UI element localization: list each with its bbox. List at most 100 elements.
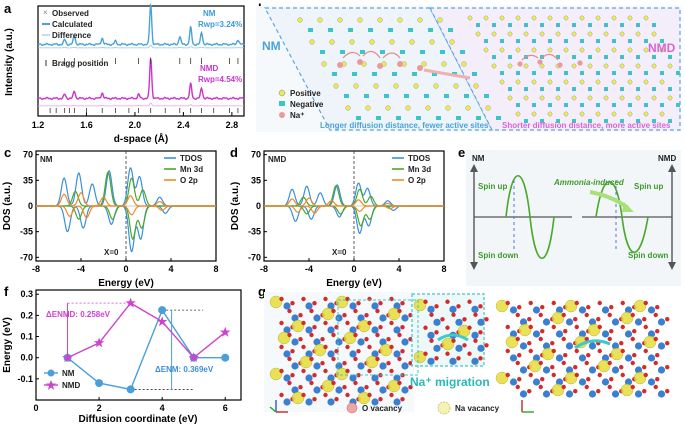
b-negative-site xyxy=(444,94,449,98)
g-mn-atom xyxy=(371,398,379,406)
d-plot-xtick-label: 4 xyxy=(396,264,401,274)
b-positive-site xyxy=(491,63,497,69)
g-mn-atom xyxy=(357,386,365,394)
b-lattice xyxy=(297,15,680,123)
g-o-atom xyxy=(551,324,556,330)
g-na-atom xyxy=(564,299,578,313)
g-mn-atom xyxy=(555,330,564,338)
g-o-atom xyxy=(400,325,405,330)
f-ytick-label: 0.2 xyxy=(20,310,33,320)
e-left-wave xyxy=(505,174,555,260)
a-nmd-rwp: Rwp=4.54% xyxy=(198,75,242,84)
b-negative-site xyxy=(412,72,417,76)
a-xlabel: d-space (Å) xyxy=(114,132,168,145)
b-positive-site xyxy=(595,79,601,85)
d-plot-ytick-label: 35 xyxy=(251,175,261,185)
b-negative-site xyxy=(436,116,441,120)
b-negative-site xyxy=(540,23,544,27)
g-o-atom xyxy=(375,356,380,362)
b-positive-site xyxy=(539,31,545,37)
f-series-nmd xyxy=(67,302,226,359)
g-na-atom xyxy=(343,331,357,345)
g-mn-atom xyxy=(611,318,620,326)
g-o-atom xyxy=(607,384,612,390)
b-positive-site xyxy=(659,47,665,53)
b-negative-site xyxy=(524,87,528,91)
g-o-atom xyxy=(312,397,317,402)
g-na-atom xyxy=(587,323,601,337)
g-o-atom xyxy=(574,300,579,306)
g-o-atom xyxy=(389,296,394,302)
g-o-atom xyxy=(456,304,461,309)
panel-letter-c: c xyxy=(4,145,11,160)
b-negative-site xyxy=(636,119,640,123)
g-o-atom xyxy=(342,361,347,366)
g-na-atom xyxy=(335,295,349,309)
b-positive-site xyxy=(483,15,489,21)
g-o-atom xyxy=(540,305,545,310)
b-na-site xyxy=(357,59,363,65)
g-o-atom xyxy=(301,392,306,398)
g-mn-atom xyxy=(601,330,610,338)
g-o-atom xyxy=(563,353,568,358)
b-negative-site xyxy=(556,23,560,27)
b-positive-site xyxy=(531,79,537,85)
g-select-box xyxy=(337,299,419,376)
b-negative-site xyxy=(524,119,528,123)
b-negative-site xyxy=(416,116,421,120)
g-o-atom xyxy=(389,368,394,374)
b-positive-site xyxy=(523,31,529,37)
g-na-atom xyxy=(313,343,327,357)
g-o-atom xyxy=(434,330,439,335)
g-mn-atom xyxy=(471,331,479,339)
g-o-atom xyxy=(301,344,306,350)
b-na-path-right xyxy=(521,53,559,61)
g-na-atom xyxy=(505,335,519,349)
g-mn-atom xyxy=(578,378,587,386)
g-mn-atom xyxy=(657,366,666,374)
b-na-site xyxy=(397,61,403,67)
b-negative-site xyxy=(628,39,632,43)
b-negative-site xyxy=(628,103,632,107)
g-mn-atom xyxy=(283,374,291,382)
b-positive-site xyxy=(635,95,641,101)
g-mn-atom xyxy=(401,338,409,346)
b-positive-site xyxy=(523,95,529,101)
g-o-atom xyxy=(561,384,566,390)
g-mn-atom xyxy=(313,386,321,394)
g-na-atom xyxy=(495,299,509,313)
b-positive-site xyxy=(377,17,383,23)
g-o-atom xyxy=(665,389,670,394)
b-positive-site xyxy=(393,83,399,89)
f-point-nmd xyxy=(125,297,136,308)
g-o-atom xyxy=(538,360,543,366)
b-negative-site xyxy=(572,87,576,91)
b-positive-site xyxy=(467,15,473,21)
g-o-atom xyxy=(364,385,369,390)
g-o-atom xyxy=(378,397,383,402)
b-legend-positive: Positive xyxy=(290,89,321,98)
b-negative-site xyxy=(612,39,616,43)
g-o-atom xyxy=(653,384,658,390)
b-positive-site xyxy=(579,15,585,21)
g-o-atom xyxy=(467,351,472,356)
g-na-atom xyxy=(620,383,634,397)
b-positive-site xyxy=(507,95,513,101)
g-o-atom xyxy=(607,312,612,318)
g-o-atom xyxy=(423,325,428,330)
g-mn-atom xyxy=(379,362,387,370)
g-na-atom xyxy=(441,337,455,351)
g-o-atom xyxy=(364,337,369,342)
b-negative-site xyxy=(604,55,608,59)
f-point-nmd xyxy=(156,316,168,327)
g-o-atom xyxy=(434,356,439,361)
g-o-atom xyxy=(665,341,670,346)
g-o-atom xyxy=(331,308,336,314)
f-xtick-label: 0 xyxy=(33,403,38,413)
b-positive-site xyxy=(321,61,327,67)
a-ylabel: Intensity (a.u.) xyxy=(4,28,15,96)
b-negative-site xyxy=(532,71,536,75)
g-o-atom xyxy=(538,336,543,342)
b-positive-site xyxy=(571,63,577,69)
b-positive-site xyxy=(441,61,447,67)
